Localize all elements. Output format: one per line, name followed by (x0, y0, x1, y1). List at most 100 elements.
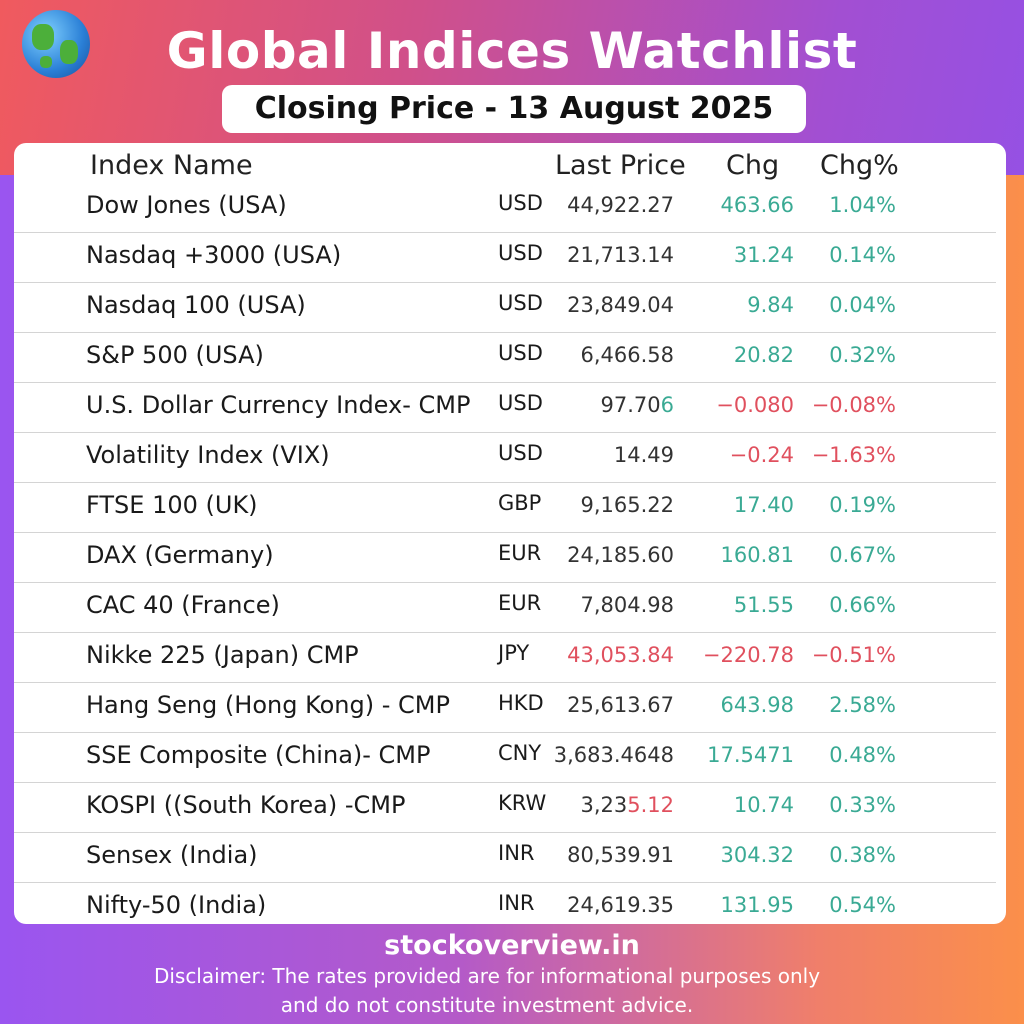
table-row: U.S. Dollar Currency Index- CMP USD 97.7… (0, 383, 1024, 433)
index-name: Nasdaq +3000 (USA) (86, 241, 342, 269)
change-percent: 2.58% (829, 693, 896, 717)
row-divider (14, 832, 996, 833)
change-percent: −0.08% (811, 393, 896, 417)
currency: USD (498, 341, 543, 365)
last-price: 24,619.35 (567, 893, 674, 917)
page-title: Global Indices Watchlist (166, 22, 858, 80)
currency: USD (498, 441, 543, 465)
table-row: Volatility Index (VIX) USD 14.49 −0.24 −… (0, 433, 1024, 483)
index-name: Dow Jones (USA) (86, 191, 287, 219)
price-main: 25,613.67 (567, 693, 674, 717)
disclaimer-line: and do not constitute investment advice. (280, 993, 694, 1017)
index-name: S&P 500 (USA) (86, 341, 264, 369)
change-percent: −1.63% (811, 443, 896, 467)
page-subtitle: Closing Price - 13 August 2025 (222, 85, 806, 133)
change: 643.98 (720, 693, 794, 717)
col-header-price: Last Price (555, 150, 686, 181)
price-main: 44,922.27 (567, 193, 674, 217)
row-divider (14, 882, 996, 883)
change: 31.24 (733, 243, 794, 267)
change: 160.81 (720, 543, 794, 567)
price-main: 97.70 (600, 393, 661, 417)
change: −220.78 (702, 643, 794, 667)
table-row: SSE Composite (China)- CMP CNY 3,683.464… (0, 733, 1024, 783)
last-price: 14.49 (614, 443, 674, 467)
table-row: FTSE 100 (UK) GBP 9,165.22 17.40 0.19% (0, 483, 1024, 533)
currency: INR (498, 841, 535, 865)
price-main: 14.49 (613, 443, 674, 467)
change: 304.32 (720, 843, 794, 867)
last-price: 3,235.12 (580, 793, 674, 817)
site-name: stockoverview.in (384, 930, 640, 961)
row-divider (14, 732, 996, 733)
index-name: KOSPI ((South Korea) -CMP (86, 791, 406, 819)
row-divider (14, 482, 996, 483)
price-main: 80,539.91 (567, 843, 674, 867)
col-header-chg: Chg (726, 150, 780, 181)
last-price: 80,539.91 (567, 843, 674, 867)
last-price: 25,613.67 (567, 693, 674, 717)
currency: USD (498, 291, 543, 315)
currency: JPY (498, 641, 530, 665)
row-divider (14, 782, 996, 783)
last-price: 3,683.4648 (554, 743, 674, 767)
price-tail: 6 (660, 393, 674, 417)
row-divider (14, 632, 996, 633)
price-main: 3,683.4648 (553, 743, 674, 767)
currency: KRW (498, 791, 547, 815)
change-percent: 0.54% (829, 893, 896, 917)
row-divider (14, 582, 996, 583)
index-name: SSE Composite (China)- CMP (86, 741, 431, 769)
price-main: 21,713.14 (567, 243, 674, 267)
row-divider (14, 282, 996, 283)
index-name: CAC 40 (France) (86, 591, 280, 619)
change-percent: 1.04% (829, 193, 896, 217)
row-divider (14, 532, 996, 533)
price-tail: 5.12 (627, 793, 674, 817)
change-percent: 0.67% (829, 543, 896, 567)
table-row: Hang Seng (Hong Kong) - CMP HKD 25,613.6… (0, 683, 1024, 733)
currency: INR (498, 891, 535, 915)
col-header-name: Index Name (90, 150, 253, 181)
index-name: Sensex (India) (86, 841, 258, 869)
change: 51.55 (733, 593, 794, 617)
last-price: 44,922.27 (567, 193, 674, 217)
change-percent: 0.14% (829, 243, 896, 267)
last-price: 21,713.14 (567, 243, 674, 267)
disclaimer: Disclaimer: The rates provided are for i… (0, 962, 1024, 1020)
currency: USD (498, 241, 543, 265)
table-row: DAX (Germany) EUR 24,185.60 160.81 0.67% (0, 533, 1024, 583)
index-name: Nikke 225 (Japan) CMP (86, 641, 359, 669)
table-row: Nikke 225 (Japan) CMP JPY 43,053.84 −220… (0, 633, 1024, 683)
last-price: 9,165.22 (580, 493, 674, 517)
table-row: KOSPI ((South Korea) -CMP KRW 3,235.12 1… (0, 783, 1024, 833)
currency: GBP (498, 491, 542, 515)
index-name: U.S. Dollar Currency Index- CMP (86, 391, 471, 419)
row-divider (14, 332, 996, 333)
change: 131.95 (720, 893, 794, 917)
price-main: 9,165.22 (580, 493, 674, 517)
change-percent: 0.48% (829, 743, 896, 767)
price-main: 6,466.58 (580, 343, 674, 367)
change-percent: 0.38% (829, 843, 896, 867)
change-percent: 0.66% (829, 593, 896, 617)
table-row: S&P 500 (USA) USD 6,466.58 20.82 0.32% (0, 333, 1024, 383)
index-name: Hang Seng (Hong Kong) - CMP (86, 691, 450, 719)
change: 463.66 (720, 193, 794, 217)
currency: CNY (498, 741, 542, 765)
price-main: 23,849.04 (567, 293, 674, 317)
table-row: Sensex (India) INR 80,539.91 304.32 0.38… (0, 833, 1024, 883)
table-row: Nifty-50 (India) INR 24,619.35 131.95 0.… (0, 883, 1024, 933)
last-price: 97.706 (601, 393, 675, 417)
index-name: Nifty-50 (India) (86, 891, 267, 919)
change: 20.82 (733, 343, 794, 367)
table-row: Nasdaq 100 (USA) USD 23,849.04 9.84 0.04… (0, 283, 1024, 333)
price-main: 7,804.98 (580, 593, 674, 617)
table-row: CAC 40 (France) EUR 7,804.98 51.55 0.66% (0, 583, 1024, 633)
change-percent: 0.32% (829, 343, 896, 367)
row-divider (14, 432, 996, 433)
price-main: 24,619.35 (567, 893, 674, 917)
price-main: 24,185.60 (567, 543, 674, 567)
price-main: 3,23 (580, 793, 628, 817)
price-tail: 43,053.84 (567, 643, 674, 667)
